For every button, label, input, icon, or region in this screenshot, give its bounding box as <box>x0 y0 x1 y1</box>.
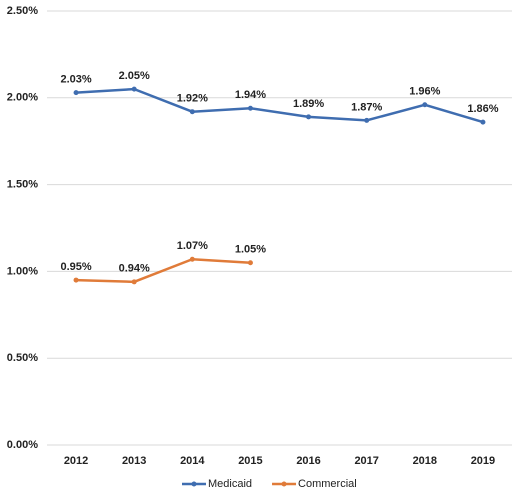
legend-marker <box>281 481 287 487</box>
x-tick-label: 2017 <box>354 455 378 467</box>
x-tick-label: 2012 <box>64 455 88 467</box>
data-label: 0.95% <box>60 261 91 273</box>
series-line <box>76 257 251 284</box>
data-label: 2.03% <box>60 73 91 85</box>
point <box>480 119 486 125</box>
data-label: 1.96% <box>409 86 440 98</box>
legend-label: Medicaid <box>208 478 252 490</box>
y-tick-label: 0.50% <box>7 352 38 364</box>
point <box>189 109 195 115</box>
x-tick-label: 2015 <box>238 455 262 467</box>
point <box>306 114 312 120</box>
x-tick-label: 2019 <box>471 455 495 467</box>
y-tick-label: 1.00% <box>7 265 38 277</box>
point <box>189 256 195 262</box>
x-tick-label: 2014 <box>180 455 205 467</box>
y-tick-label: 1.50% <box>7 179 38 191</box>
point <box>131 279 137 285</box>
y-tick-label: 0.00% <box>7 439 38 451</box>
point <box>247 260 253 266</box>
series-line <box>75 87 484 124</box>
data-label: 0.94% <box>119 263 150 275</box>
point <box>73 277 79 283</box>
legend-marker <box>191 481 197 487</box>
data-label: 1.07% <box>177 240 208 252</box>
data-label: 1.05% <box>235 244 266 256</box>
data-label: 2.05% <box>119 70 150 82</box>
data-label: 1.86% <box>467 103 498 115</box>
point <box>364 117 370 123</box>
legend-label: Commercial <box>298 478 357 490</box>
data-label: 1.87% <box>351 101 382 113</box>
x-tick-label: 2018 <box>413 455 437 467</box>
data-label: 1.92% <box>177 93 208 105</box>
y-tick-label: 2.00% <box>7 92 38 104</box>
point <box>247 105 253 111</box>
data-label: 1.94% <box>235 89 266 101</box>
point <box>73 90 79 96</box>
point <box>422 102 428 108</box>
point <box>131 86 137 92</box>
y-tick-label: 2.50% <box>7 5 38 17</box>
x-tick-label: 2016 <box>296 455 320 467</box>
x-tick-label: 2013 <box>122 455 146 467</box>
data-label: 1.89% <box>293 98 324 110</box>
